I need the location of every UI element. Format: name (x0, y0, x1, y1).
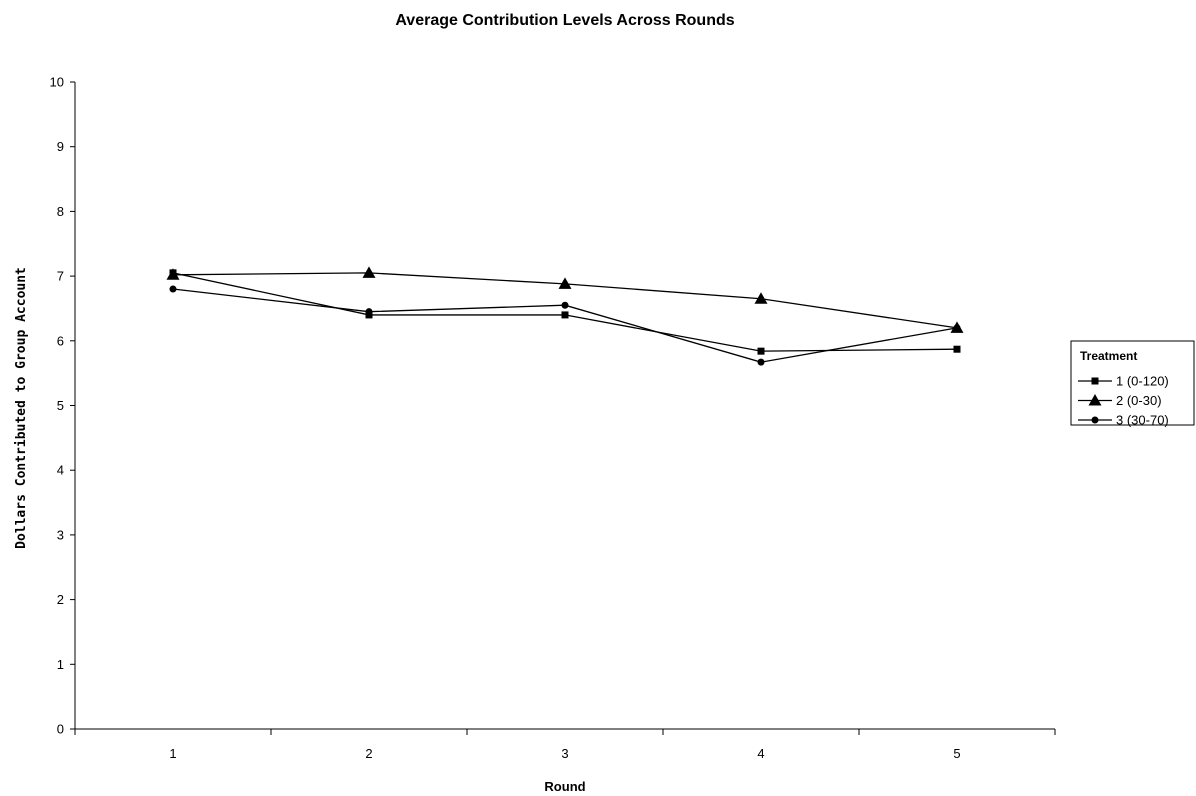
y-tick-label: 7 (57, 269, 64, 284)
legend-item-3: 3 (30-70) (1078, 413, 1169, 428)
series-2-point (166, 268, 180, 280)
series-2-point (754, 292, 768, 304)
y-tick-label: 6 (57, 333, 64, 348)
x-tick-label: 5 (953, 746, 960, 761)
x-tick-label: 3 (561, 746, 568, 761)
legend-title: Treatment (1080, 349, 1137, 363)
x-tick-label: 4 (757, 746, 764, 761)
series-2-point (362, 266, 376, 278)
legend-item-1: 1 (0-120) (1078, 374, 1169, 389)
series-3-point (953, 324, 961, 332)
legend: Treatment 1 (0-120) 2 (0-30) 3 (30-70) (1070, 340, 1195, 428)
chart-title: Average Contribution Levels Across Round… (395, 12, 734, 29)
legend-label: 1 (0-120) (1116, 374, 1169, 389)
y-tick-label: 8 (57, 204, 64, 219)
y-tick-label: 2 (57, 592, 64, 607)
series-3-point (365, 308, 373, 316)
series-3-point (757, 358, 765, 366)
legend-label: 3 (30-70) (1116, 413, 1169, 428)
series-3-point (561, 301, 569, 309)
series-3-point (169, 285, 177, 293)
series-3-line (172, 288, 958, 363)
y-tick-label: 3 (57, 527, 64, 542)
legend-marker (1091, 377, 1099, 385)
y-axis-ticks: 0 1 2 3 4 5 6 7 8 9 10 (50, 75, 75, 737)
series-2-point (558, 277, 572, 289)
y-tick-label: 9 (57, 139, 64, 154)
series-1-point (953, 345, 961, 353)
y-tick-label: 5 (57, 398, 64, 413)
legend-items: 1 (0-120) 2 (0-30) 3 (30-70) (1078, 374, 1169, 428)
y-tick-label: 10 (50, 75, 64, 90)
series-layer (166, 266, 964, 366)
x-tick-label: 1 (169, 746, 176, 761)
x-axis-ticks: 1 2 3 4 5 (74, 729, 1056, 761)
legend-item-2: 2 (0-30) (1078, 393, 1162, 408)
legend-marker (1091, 416, 1099, 424)
y-tick-label: 0 (57, 722, 64, 737)
axes (74, 82, 1055, 730)
x-tick-label: 2 (365, 746, 372, 761)
y-axis-label: Dollars Contributed to Group Account (14, 267, 29, 549)
series-1-point (757, 347, 765, 355)
series-2 (166, 266, 964, 333)
legend-marker (1088, 394, 1102, 406)
series-1-point (561, 311, 569, 319)
legend-label: 2 (0-30) (1116, 393, 1162, 408)
x-axis-label: Round (544, 779, 585, 794)
y-tick-label: 1 (57, 657, 64, 672)
y-tick-label: 4 (57, 463, 64, 478)
series-3 (169, 285, 961, 366)
